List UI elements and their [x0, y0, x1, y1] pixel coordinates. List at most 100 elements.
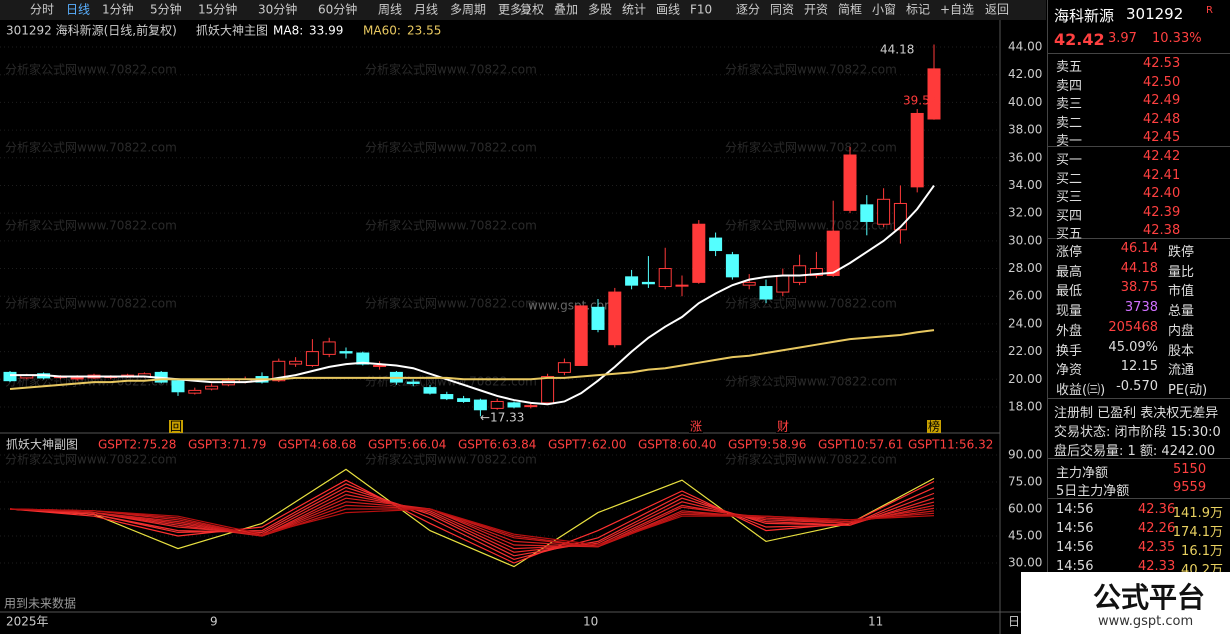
stock-name: 海科新源 [1054, 7, 1115, 25]
tab[interactable]: 15分钟 [198, 2, 237, 17]
watermark: 分析家公式网www.70822.com [725, 62, 897, 77]
tool-button[interactable]: F10 [690, 3, 712, 17]
separator [1048, 146, 1230, 147]
legend-value: 68.68 [322, 438, 356, 452]
candle-body [927, 68, 941, 120]
tab[interactable]: 周线 [378, 3, 402, 17]
marker-box [689, 420, 703, 433]
tool-button[interactable]: 简框 [838, 3, 862, 17]
legend-value: 63.84 [502, 438, 536, 452]
candle-body [272, 360, 286, 382]
tab[interactable]: 30分钟 [258, 2, 297, 17]
candle-body [793, 265, 807, 283]
watermark: 分析家公式网www.70822.com [365, 140, 537, 155]
bid-label: 买四 [1056, 208, 1083, 224]
stat-value: 205468 [1108, 319, 1158, 335]
marker-box [927, 420, 941, 433]
tool-button[interactable]: +自选 [940, 3, 974, 17]
pct: 10.33% [1152, 31, 1202, 46]
tool-button[interactable]: 同资 [770, 3, 794, 17]
candle-body [742, 281, 756, 286]
candle-body [339, 351, 353, 354]
candle-body [490, 400, 504, 409]
stat-label: 净资 [1056, 363, 1083, 379]
indicator-line [9, 501, 935, 548]
y-tick-label: 20.00 [1008, 372, 1042, 386]
tab[interactable]: 1分钟 [102, 2, 134, 17]
y-tick-label: 38.00 [1008, 123, 1042, 137]
bid-price: 42.41 [1143, 167, 1181, 183]
y-tick-label: 28.00 [1008, 261, 1042, 275]
stat-label: 最低 [1056, 284, 1083, 300]
tool-button[interactable]: 小窗 [872, 3, 896, 17]
legend-value: 33.99 [309, 24, 343, 38]
legend-name: GSPT11: [908, 438, 959, 452]
flow-value: 9559 [1173, 480, 1207, 495]
tab[interactable]: 分时 [30, 3, 54, 17]
y-tick-label: 30.00 [1008, 556, 1042, 570]
ask-label: 卖五 [1056, 60, 1083, 75]
candle-body [574, 305, 588, 366]
legend-name: MA60: [363, 24, 401, 38]
indicator-name: 抓妖大神主图 [196, 24, 268, 38]
stat-label: 市值 [1168, 284, 1195, 300]
legend-name: GSPT7: [548, 438, 591, 452]
indicator-line [9, 479, 935, 564]
y-tick-label: 44.00 [1008, 40, 1042, 54]
after-hours: 盘后交易量: 1 额: 4242.00 [1054, 444, 1216, 459]
tool-button[interactable]: 开资 [804, 3, 828, 17]
candle-body [675, 284, 689, 287]
tab[interactable]: 月线 [414, 3, 438, 17]
candle-body [423, 387, 437, 394]
x-tick-label: 10 [583, 615, 598, 629]
tool-button[interactable]: 多股 [588, 3, 612, 17]
logo-name: 公式平台 [1093, 581, 1206, 614]
bid-price: 42.40 [1143, 186, 1181, 201]
candle-body [692, 223, 706, 283]
stat-value: 38.75 [1120, 280, 1158, 296]
tab[interactable]: 60分钟 [318, 2, 357, 17]
legend-value: 23.55 [407, 24, 441, 38]
candle-body [608, 291, 622, 346]
legend-value: 56.32 [959, 438, 993, 452]
y-tick-label: 36.00 [1008, 150, 1042, 164]
watermark: 分析家公式网www.70822.com [725, 218, 897, 233]
ask-price: 42.50 [1143, 74, 1181, 90]
y-tick-label: 32.00 [1008, 206, 1042, 220]
bid-price: 42.38 [1143, 223, 1181, 238]
tool-button[interactable]: 叠加 [554, 3, 578, 17]
candle-body [809, 268, 823, 276]
trade-price: 42.33 [1138, 559, 1176, 574]
candle-body [776, 274, 790, 293]
tool-button[interactable]: 标记 [906, 3, 930, 17]
stat-value: 3738 [1124, 300, 1158, 316]
marker: 回 [170, 420, 182, 434]
tab[interactable]: 更多 〉 [498, 3, 538, 17]
stat-label: 量比 [1168, 264, 1195, 280]
ask-price: 42.53 [1143, 56, 1181, 71]
trade-time: 14:56 [1056, 559, 1094, 574]
stat-label: 现量 [1056, 304, 1083, 320]
tool-button[interactable]: 逐分 [736, 3, 760, 17]
bid-label: 买五 [1056, 227, 1083, 242]
tab[interactable]: 日线 [66, 3, 90, 17]
tab[interactable]: 5分钟 [150, 2, 182, 17]
watermark: 分析家公式网www.70822.com [365, 296, 537, 311]
marker-box [169, 420, 183, 433]
tool-button[interactable]: 复权 [520, 3, 544, 17]
candle-body [877, 198, 891, 225]
tool-button[interactable]: 画线 [656, 3, 680, 17]
stat-label: 外盘 [1056, 323, 1083, 339]
flag: R [1206, 5, 1213, 16]
candle-body [3, 371, 17, 382]
tool-button[interactable]: 统计 [622, 3, 646, 17]
separator [1048, 458, 1230, 459]
candle-body [725, 254, 739, 278]
marker: 涨 [690, 419, 702, 434]
y-tick-label: 60.00 [1008, 502, 1042, 516]
tool-button[interactable]: 返回 [985, 3, 1009, 17]
tab[interactable]: 多周期 [450, 3, 486, 17]
candle-body [373, 364, 387, 367]
note: 用到未来数据 [4, 596, 76, 611]
bid-label: 买一 [1056, 153, 1083, 168]
